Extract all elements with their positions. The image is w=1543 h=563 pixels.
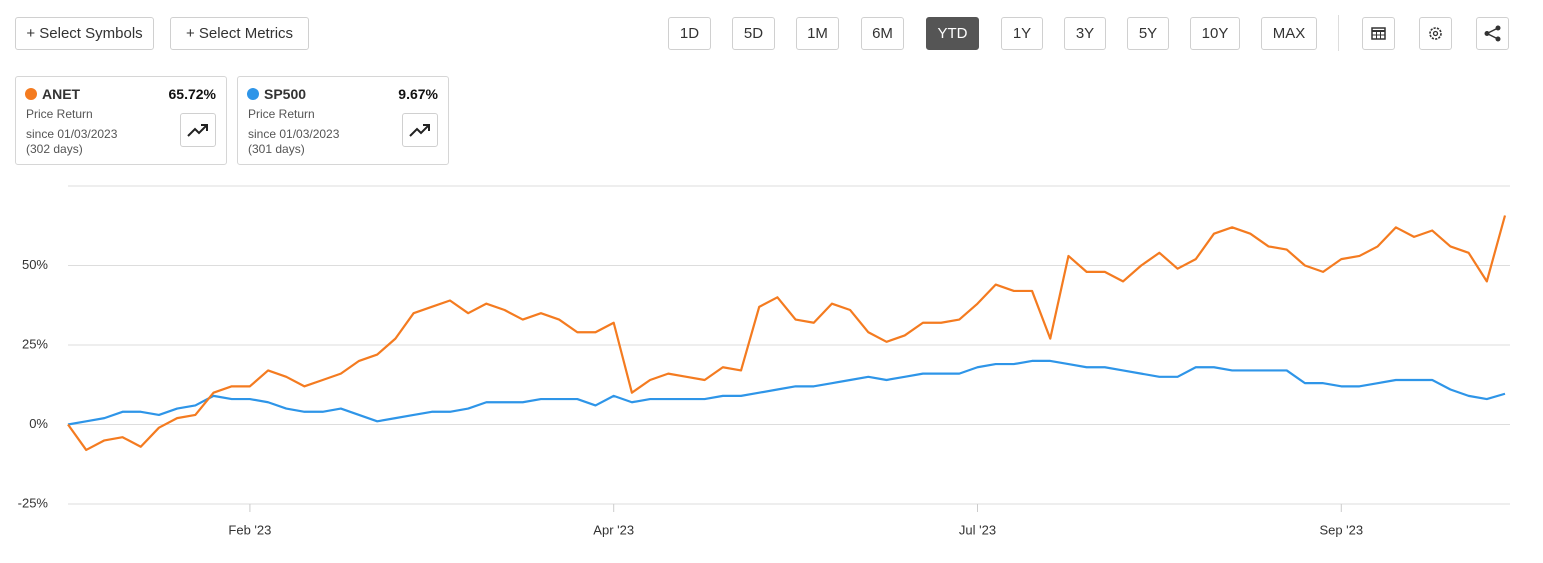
y-tick-label: 0% xyxy=(29,416,48,431)
trend-button[interactable] xyxy=(402,113,438,147)
period-button[interactable]: 3Y xyxy=(1064,17,1106,50)
select-metrics-button[interactable]: + Select Metrics xyxy=(170,17,309,50)
legend-return: 65.72% xyxy=(168,86,216,102)
period-button[interactable]: 5Y xyxy=(1127,17,1169,50)
legend-since: since 01/03/2023 xyxy=(26,127,118,141)
period-button[interactable]: 10Y xyxy=(1190,17,1240,50)
legend-metric: Price Return xyxy=(248,107,315,121)
x-tick-label: Sep '23 xyxy=(1319,522,1363,537)
x-tick-label: Jul '23 xyxy=(959,522,996,537)
series-line xyxy=(67,215,1507,452)
legend-dot xyxy=(25,88,37,100)
legend-name: ANET xyxy=(42,86,81,102)
table-icon[interactable] xyxy=(1362,17,1395,50)
y-tick-label: 50% xyxy=(22,257,48,272)
period-button[interactable]: 6M xyxy=(861,17,904,50)
period-button[interactable]: YTD xyxy=(926,17,979,50)
toolbar-separator xyxy=(1338,15,1339,51)
settings-icon[interactable] xyxy=(1419,17,1452,50)
legend-return: 9.67% xyxy=(398,86,438,102)
legend-days: (301 days) xyxy=(248,142,305,156)
period-button[interactable]: 1D xyxy=(668,17,711,50)
legend-card[interactable]: SP500 9.67% Price Return since 01/03/2023 (3… xyxy=(237,76,449,165)
series-line xyxy=(67,359,1506,426)
select-symbols-button[interactable]: + Select Symbols xyxy=(15,17,154,50)
period-button[interactable]: 1Y xyxy=(1001,17,1043,50)
y-tick-label: -25% xyxy=(18,495,49,510)
legend-card[interactable]: ANET 65.72% Price Return since 01/03/2023 (3… xyxy=(15,76,227,165)
period-button[interactable]: 1M xyxy=(796,17,839,50)
legend-metric: Price Return xyxy=(26,107,93,121)
legend-name: SP500 xyxy=(264,86,307,102)
legend-dot xyxy=(247,88,259,100)
legend-since: since 01/03/2023 xyxy=(248,127,340,141)
x-tick-label: Feb '23 xyxy=(228,522,271,537)
legend-days: (302 days) xyxy=(26,142,83,156)
trend-button[interactable] xyxy=(180,113,216,147)
period-button[interactable]: MAX xyxy=(1261,17,1317,50)
share-icon[interactable] xyxy=(1476,17,1509,50)
period-button[interactable]: 5D xyxy=(732,17,775,50)
y-tick-label: 25% xyxy=(22,336,48,351)
x-tick-label: Apr '23 xyxy=(593,522,634,537)
